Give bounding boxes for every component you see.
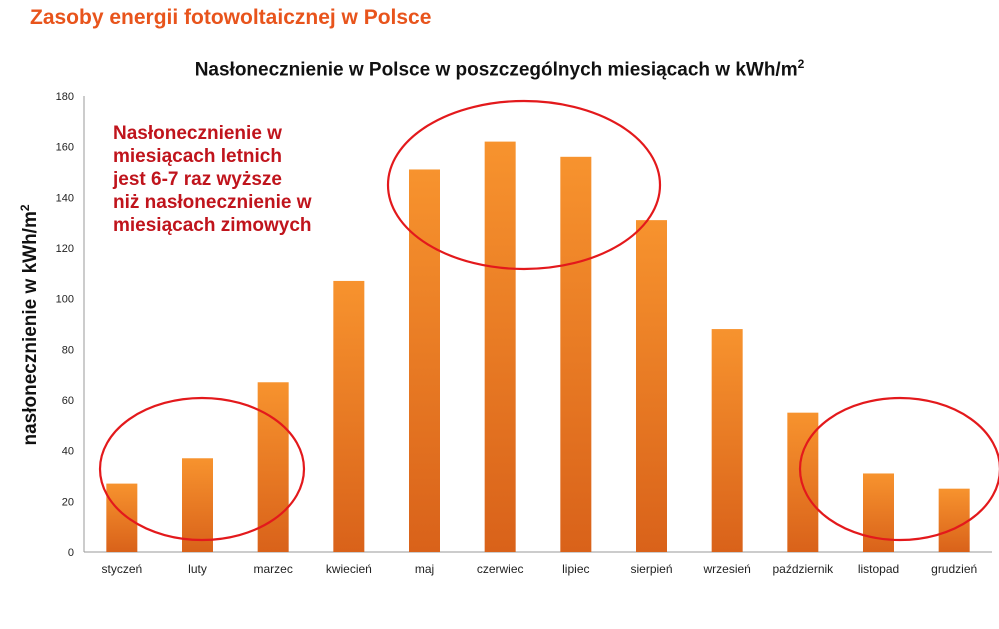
annotation-line: miesiącach zimowych — [113, 215, 312, 236]
y-tick-labels: 0 20 40 60 80 100 120 140 160 180 — [56, 91, 74, 559]
x-tick-label: luty — [188, 562, 207, 576]
bar-6 — [484, 141, 516, 552]
x-tick-label: maj — [415, 562, 434, 576]
bar-2 — [182, 458, 213, 552]
winter-ellipse-left — [98, 396, 306, 542]
x-tick-label: czerwiec — [477, 562, 524, 576]
bar-7 — [560, 156, 592, 553]
y-tick-label: 0 — [68, 547, 74, 559]
y-tick-label: 120 — [56, 243, 74, 255]
y-tick-label: 140 — [56, 192, 74, 204]
x-tick-label: grudzień — [931, 562, 977, 576]
x-tick-label: listopad — [858, 562, 899, 576]
y-tick-label: 100 — [56, 294, 74, 306]
y-axis-label: nasłonecznienie w kWh/m2 — [18, 204, 41, 445]
chart-title-text: Nasłonecznienie w Polsce w poszczególnyc… — [194, 59, 798, 81]
bar-4 — [333, 280, 365, 552]
bar-12 — [938, 488, 970, 552]
y-tick-label: 20 — [62, 496, 74, 508]
y-axis-label-superscript: 2 — [18, 204, 32, 211]
y-tick-label: 180 — [56, 91, 74, 103]
page-title: Zasoby energii fotowoltaicznej w Polsce — [30, 6, 432, 29]
y-axis-label-text: nasłonecznienie w kWh/m — [20, 211, 41, 445]
bar-5 — [409, 169, 440, 552]
bars — [106, 141, 970, 553]
bar-8 — [636, 220, 667, 552]
x-tick-label: październik — [772, 562, 834, 576]
x-tick-label: kwiecień — [326, 562, 372, 576]
svg-text:nasłonecznienie w kWh/m2: nasłonecznienie w kWh/m2 — [18, 204, 41, 445]
x-tick-labels: styczeń luty marzec kwiecień maj czerwiec lipi… — [101, 562, 977, 576]
x-tick-label: wrzesień — [702, 562, 750, 576]
annotation-line: niż nasłonecznienie w — [113, 192, 312, 213]
y-tick-label: 80 — [62, 344, 74, 356]
annotation-line: jest 6-7 raz wyższe — [113, 169, 282, 190]
annotation-line: miesiącach letnich — [113, 146, 282, 167]
bar-1 — [106, 483, 138, 552]
bar-9 — [711, 329, 743, 552]
x-tick-label: marzec — [253, 562, 292, 576]
y-tick-label: 40 — [62, 446, 74, 458]
x-tick-label: styczeń — [101, 562, 142, 576]
y-tick-label: 60 — [62, 395, 74, 407]
chart-title: Nasłonecznienie w Polsce w poszczególnyc… — [0, 57, 999, 81]
summer-ellipse — [386, 99, 662, 271]
annotation-line: Nasłonecznienie w — [113, 123, 282, 144]
chart-title-superscript: 2 — [797, 57, 805, 71]
annotation-callout: Nasłonecznienie w miesiącach letnich jes… — [113, 122, 373, 237]
x-tick-label: lipiec — [562, 562, 589, 576]
x-tick-label: sierpień — [630, 562, 672, 576]
y-tick-label: 160 — [56, 142, 74, 154]
bar-3 — [257, 382, 289, 552]
winter-ellipse-right — [798, 396, 999, 542]
